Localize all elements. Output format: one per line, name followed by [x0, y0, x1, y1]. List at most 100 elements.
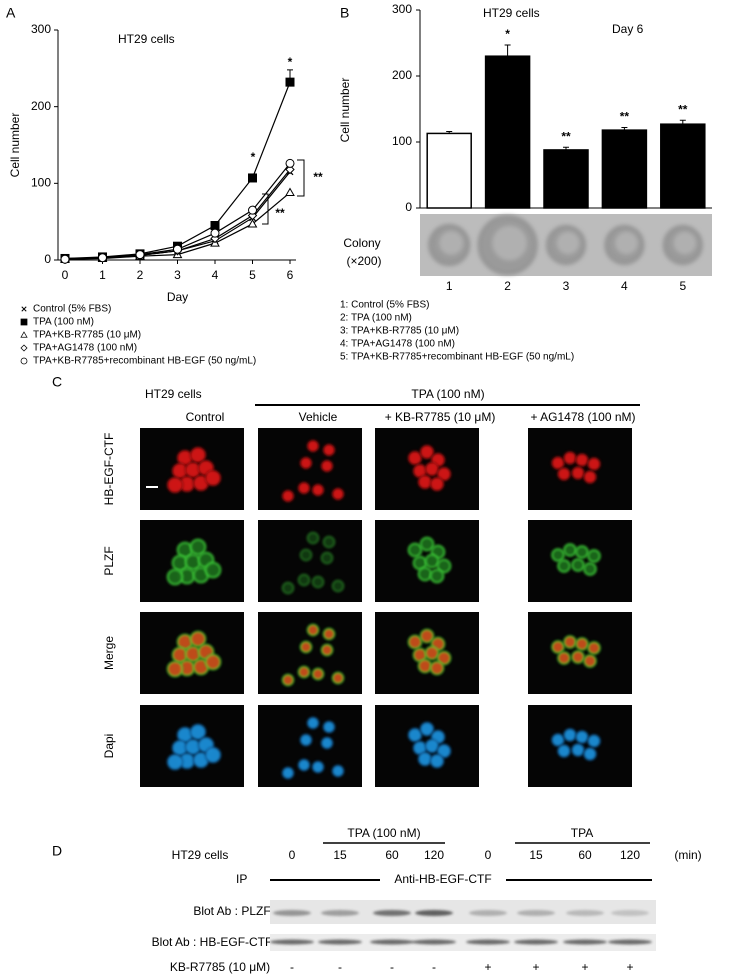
y-tick-label: 100 — [392, 134, 412, 148]
bar — [426, 132, 472, 209]
cell — [424, 461, 440, 477]
colony-core — [615, 231, 638, 255]
data-point — [285, 77, 295, 87]
cell — [587, 641, 601, 655]
cell — [281, 489, 295, 503]
cell — [557, 651, 571, 665]
cell — [419, 444, 435, 460]
cell — [551, 456, 565, 470]
cell — [281, 581, 295, 595]
cell — [320, 736, 334, 750]
y-tick-label: 100 — [31, 176, 51, 190]
time-label: 0 — [485, 848, 492, 862]
blot-band — [415, 910, 453, 916]
cell — [563, 728, 577, 742]
cell — [575, 453, 589, 467]
x-tick-label: 2 — [137, 268, 144, 282]
cell — [563, 635, 577, 649]
cell — [407, 542, 423, 558]
cell — [204, 561, 222, 579]
x-tick-label: 1 — [446, 279, 453, 293]
bar — [484, 55, 531, 209]
cell — [571, 558, 585, 572]
series-line — [64, 81, 291, 260]
cell — [436, 650, 452, 666]
time-label: 60 — [578, 848, 592, 862]
cell — [429, 753, 445, 769]
legend-note: 3: TPA+KB-R7785 (10 μM) — [340, 326, 459, 337]
significance-mark: * — [288, 55, 293, 69]
blot-band — [469, 910, 507, 916]
legend-marker — [20, 357, 28, 365]
data-point — [248, 205, 257, 215]
cell — [306, 623, 320, 637]
blot-band — [370, 939, 414, 945]
y-tick-label: 0 — [405, 200, 412, 214]
data-point — [210, 233, 220, 244]
cell — [189, 723, 207, 741]
significance-mark: ** — [561, 129, 571, 143]
error-bar — [446, 130, 453, 134]
cell — [583, 562, 597, 576]
blot-band — [321, 910, 359, 916]
group-label: TPA (100 nM) — [347, 826, 420, 840]
legend-note: 2: TPA (100 nM) — [340, 313, 412, 324]
cell — [571, 466, 585, 480]
blot-band — [412, 939, 456, 945]
data-point — [210, 221, 220, 230]
row-label: Dapi — [102, 734, 116, 759]
blot-band — [608, 939, 652, 945]
cell — [551, 733, 565, 747]
ip-antibody: Anti-HB-EGF-CTF — [394, 872, 491, 886]
data-point — [98, 253, 107, 263]
blot-band — [273, 910, 311, 916]
y-tick-label: 300 — [392, 2, 412, 16]
cell — [563, 543, 577, 557]
cell — [331, 764, 345, 778]
row-label: Merge — [102, 636, 116, 670]
panel-label: C — [52, 374, 62, 390]
cell — [297, 758, 311, 772]
cell — [551, 548, 565, 562]
cell — [575, 545, 589, 559]
cell — [299, 456, 313, 470]
data-point — [210, 228, 220, 238]
cell — [281, 673, 295, 687]
column-header: Vehicle — [299, 410, 338, 424]
significance-mark: ** — [678, 102, 688, 116]
row-label: PLZF — [102, 546, 116, 575]
cell — [557, 559, 571, 573]
cell — [551, 640, 565, 654]
cell — [407, 450, 423, 466]
panel-label: A — [6, 5, 16, 21]
cell — [320, 551, 334, 565]
micrograph — [258, 428, 362, 510]
data-point — [173, 244, 182, 254]
cell — [587, 549, 601, 563]
legend-marker — [21, 306, 27, 312]
legend-note: 4: TPA+AG1478 (100 nM) — [340, 339, 455, 350]
cell — [320, 459, 334, 473]
x-axis-label: Day — [167, 290, 188, 304]
image-label: Colony — [343, 236, 380, 250]
chart-title: HT29 cells — [118, 32, 175, 46]
colony-core — [439, 231, 464, 255]
y-tick-label: 200 — [392, 68, 412, 82]
x-tick-label: 3 — [563, 279, 570, 293]
blot-band — [318, 939, 362, 945]
treatment-label: TPA (100 nM) — [411, 387, 484, 401]
legend-note: 5: TPA+KB-R7785+recombinant HB-EGF (50 n… — [340, 352, 574, 363]
chart-title: HT29 cells — [483, 6, 540, 20]
cell — [583, 470, 597, 484]
time-label: 0 — [289, 848, 296, 862]
significance-mark: ** — [620, 110, 630, 124]
cell — [322, 443, 336, 457]
legend-marker — [20, 318, 28, 326]
blot-band — [514, 939, 558, 945]
x-tick-label: 6 — [287, 268, 294, 282]
cell — [299, 548, 313, 562]
inhibitor-status: + — [626, 960, 633, 974]
cell — [583, 747, 597, 761]
data-point — [285, 187, 295, 197]
